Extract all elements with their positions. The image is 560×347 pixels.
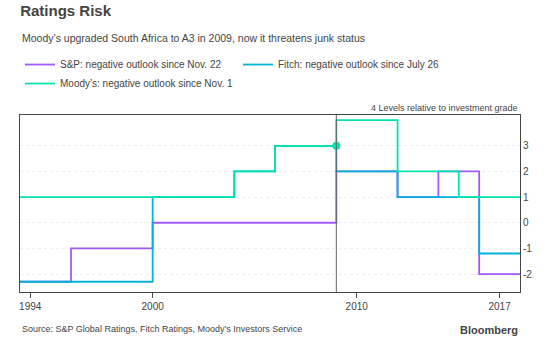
svg-text:-2: -2 xyxy=(523,269,532,280)
svg-text:Source: S&P Global Ratings, Fi: Source: S&P Global Ratings, Fitch Rating… xyxy=(22,324,302,334)
svg-text:2: 2 xyxy=(523,166,529,177)
svg-text:2000: 2000 xyxy=(142,301,165,312)
svg-text:2017: 2017 xyxy=(488,301,511,312)
svg-text:Moody’s: negative outlook sinc: Moody’s: negative outlook since Nov. 1 xyxy=(60,78,233,89)
svg-text:Moody’s upgraded South Africa: Moody’s upgraded South Africa to A3 in 2… xyxy=(22,32,365,44)
svg-text:-1: -1 xyxy=(523,243,532,254)
svg-text:S&P: negative outlook since No: S&P: negative outlook since Nov. 22 xyxy=(60,59,221,70)
svg-text:0: 0 xyxy=(523,217,529,228)
svg-text:Ratings Risk: Ratings Risk xyxy=(20,2,112,19)
svg-text:1994: 1994 xyxy=(19,301,42,312)
svg-text:2010: 2010 xyxy=(346,301,369,312)
svg-text:4 Levels relative to investmen: 4 Levels relative to investment grade xyxy=(371,103,518,113)
svg-text:3: 3 xyxy=(523,140,529,151)
svg-text:Fitch: negative outlook since: Fitch: negative outlook since July 26 xyxy=(278,59,439,70)
svg-text:1: 1 xyxy=(523,192,529,203)
svg-text:Bloomberg: Bloomberg xyxy=(460,324,518,336)
